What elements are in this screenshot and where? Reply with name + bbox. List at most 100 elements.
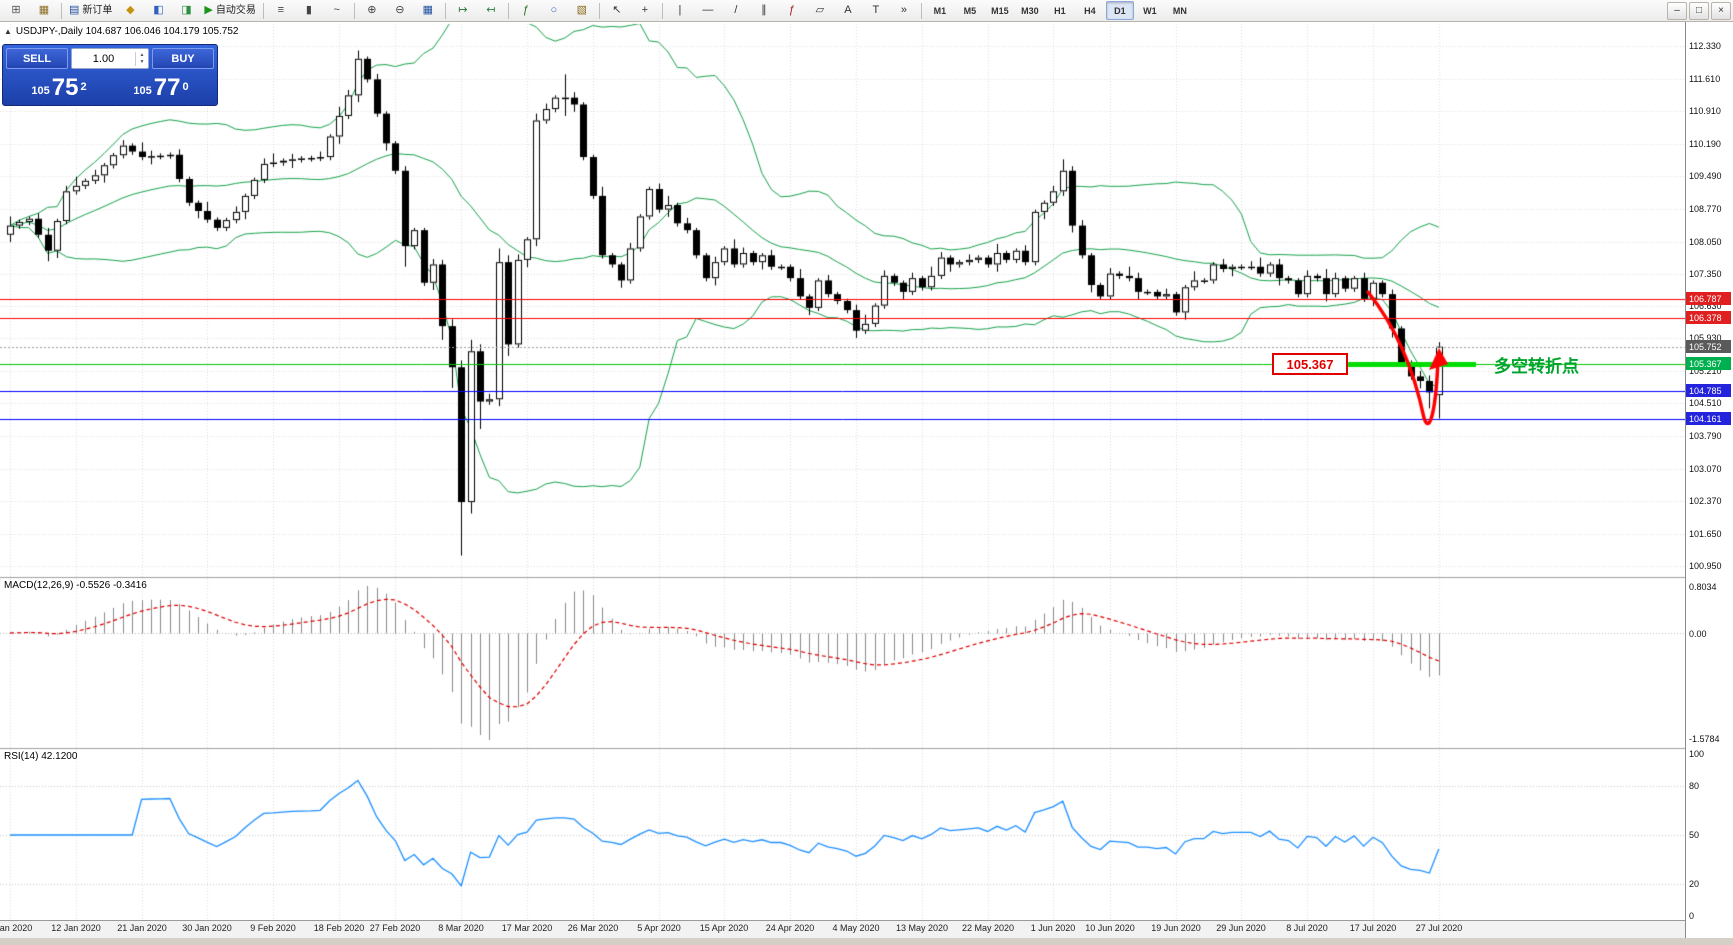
chart-shift-icon: ↤ xyxy=(486,4,496,16)
navigator-icon: ◨ xyxy=(181,4,192,16)
price-scale-label: 110.190 xyxy=(1689,139,1721,149)
timeframe-h4-button[interactable]: H4 xyxy=(1084,5,1096,16)
candle-chart-icon: ▮ xyxy=(305,4,312,16)
volume-up-icon[interactable]: ▲ xyxy=(139,51,145,58)
volume-down-icon[interactable]: ▼ xyxy=(139,58,145,65)
vertical-line-icon: | xyxy=(678,4,682,16)
templates-button[interactable]: ▧ xyxy=(569,1,595,21)
timeframe-w1-button[interactable]: W1 xyxy=(1143,5,1157,16)
timeframe-m5-button[interactable]: M5 xyxy=(963,5,977,16)
candle-chart-button[interactable]: ▮ xyxy=(296,1,322,21)
chart-shift-button[interactable]: ↤ xyxy=(478,1,504,21)
timeframe-m15-button[interactable]: M15 xyxy=(991,5,1009,16)
timeframe-mn-button[interactable]: MN xyxy=(1172,5,1187,16)
time-axis-label: 27 Jul 2020 xyxy=(1415,923,1463,933)
bid-price-small: 105 xyxy=(31,85,50,97)
periods-button[interactable]: ○ xyxy=(541,1,567,21)
bid-price[interactable]: 105 75 2 xyxy=(8,74,110,100)
restore-button[interactable]: □ xyxy=(1689,1,1709,20)
price-tag-104.161: 104.161 xyxy=(1686,412,1731,425)
ask-price-sup: 0 xyxy=(182,81,189,93)
toolbar-separator xyxy=(262,2,264,19)
navigator-button[interactable]: ◨ xyxy=(173,1,199,21)
fibonacci-button[interactable]: ƒ xyxy=(779,1,805,21)
buy-button[interactable]: BUY xyxy=(152,48,214,69)
vertical-line-button[interactable]: | xyxy=(667,1,693,21)
price-tag-105.752: 105.752 xyxy=(1686,340,1731,353)
close-button[interactable]: × xyxy=(1711,1,1731,20)
periods-icon: ○ xyxy=(550,4,558,16)
rsi-scale-label: 0 xyxy=(1689,911,1695,921)
time-axis-label: 18 Feb 2020 xyxy=(313,923,365,933)
price-scale-label: 110.910 xyxy=(1689,106,1721,116)
annotation-price-box[interactable]: 105.367 xyxy=(1272,353,1348,375)
line-chart-icon: ~ xyxy=(333,4,341,16)
timeframe-d1-button[interactable]: D1 xyxy=(1105,1,1134,20)
time-axis[interactable] xyxy=(0,920,1685,939)
ask-price[interactable]: 105 77 0 xyxy=(110,74,212,100)
toolbar-separator xyxy=(444,2,446,19)
text-label-icon: T xyxy=(872,4,880,16)
toolbar-separator xyxy=(61,2,62,19)
indicators-icon: ƒ xyxy=(522,4,529,16)
timeframe-m1-button[interactable]: M1 xyxy=(933,5,947,16)
profiles-button[interactable]: ▦ xyxy=(31,1,57,21)
indicators-button[interactable]: ƒ xyxy=(513,1,539,21)
price-scale[interactable] xyxy=(1685,22,1733,938)
channel-button[interactable]: ∥ xyxy=(751,1,777,21)
toolbar-separator xyxy=(507,2,509,19)
horizontal-line-button[interactable]: — xyxy=(695,1,721,21)
time-axis-label: 17 Jul 2020 xyxy=(1349,923,1397,933)
zoom-out-button[interactable]: ⊖ xyxy=(387,1,413,21)
price-scale-label: 103.790 xyxy=(1689,431,1722,441)
timeframe-h1-button[interactable]: H1 xyxy=(1054,5,1066,16)
zoom-in-button[interactable]: ⊕ xyxy=(359,1,385,21)
data-window-button[interactable]: ◧ xyxy=(145,1,171,21)
autotrading-button[interactable]: ▶ 自动交易 xyxy=(201,1,258,21)
shapes-icon: ▱ xyxy=(815,4,825,16)
line-chart-button[interactable]: ~ xyxy=(324,1,350,21)
new-order-icon: ▤ xyxy=(69,4,80,16)
symbol-info-line: ▲ USDJPY-,Daily 104.687 106.046 104.179 … xyxy=(4,26,239,37)
price-scale-label: 101.650 xyxy=(1689,529,1722,539)
market-watch-button[interactable]: ◆ xyxy=(117,1,143,21)
time-axis-label: 12 Jan 2020 xyxy=(51,923,101,933)
bar-chart-icon: ≡ xyxy=(277,4,285,16)
trendline-button[interactable]: / xyxy=(723,1,749,21)
shapes-button[interactable]: ▱ xyxy=(807,1,833,21)
auto-scroll-icon: ↦ xyxy=(458,4,468,16)
toolbar-separator xyxy=(920,2,922,19)
timeframe-m30-button[interactable]: M30 xyxy=(1021,5,1039,16)
new-order-button[interactable]: ▤ 新订单 xyxy=(66,1,115,21)
rsi-scale-label: 20 xyxy=(1689,879,1700,889)
price-tag-105.367: 105.367 xyxy=(1686,357,1731,370)
cursor-button[interactable]: ↖ xyxy=(604,1,630,21)
tile-windows-icon: ▦ xyxy=(422,4,434,16)
price-scale-label: 100.950 xyxy=(1689,561,1722,571)
time-axis-label: 17 Mar 2020 xyxy=(501,923,553,933)
one-click-trade-panel: SELL ▲ ▼ BUY 105 75 2 105 77 0 xyxy=(2,44,218,106)
minimize-button[interactable]: – xyxy=(1667,1,1687,20)
text-button[interactable]: A xyxy=(835,1,861,21)
sell-button[interactable]: SELL xyxy=(6,48,68,69)
text-label-button[interactable]: T xyxy=(863,1,889,21)
toolbar-separator xyxy=(598,2,600,19)
macd-scale-label: 0.8034 xyxy=(1689,582,1717,592)
price-scale-label: 106.630 xyxy=(1689,301,1722,311)
auto-scroll-button[interactable]: ↦ xyxy=(450,1,476,21)
annotation-note-text[interactable]: 多空转折点 xyxy=(1494,357,1579,376)
price-scale-label: 107.350 xyxy=(1689,269,1722,279)
crosshair-button[interactable]: + xyxy=(632,1,658,21)
macd-indicator-label: MACD(12,26,9) -0.5526 -0.3416 xyxy=(4,580,147,591)
bar-chart-button[interactable]: ≡ xyxy=(268,1,294,21)
arrows-button[interactable]: » xyxy=(891,1,917,21)
trade-panel-toggle-icon[interactable]: ▲ xyxy=(4,27,12,36)
rsi-scale-label: 50 xyxy=(1689,830,1700,840)
price-scale-label: 105.210 xyxy=(1689,366,1722,376)
volume-input[interactable] xyxy=(72,51,135,66)
new-chart-button[interactable]: ⊞ xyxy=(3,1,29,21)
volume-stepper[interactable]: ▲ ▼ xyxy=(135,51,148,66)
time-axis-label: 29 Jun 2020 xyxy=(1216,923,1266,933)
tile-windows-button[interactable]: ▦ xyxy=(415,1,441,21)
